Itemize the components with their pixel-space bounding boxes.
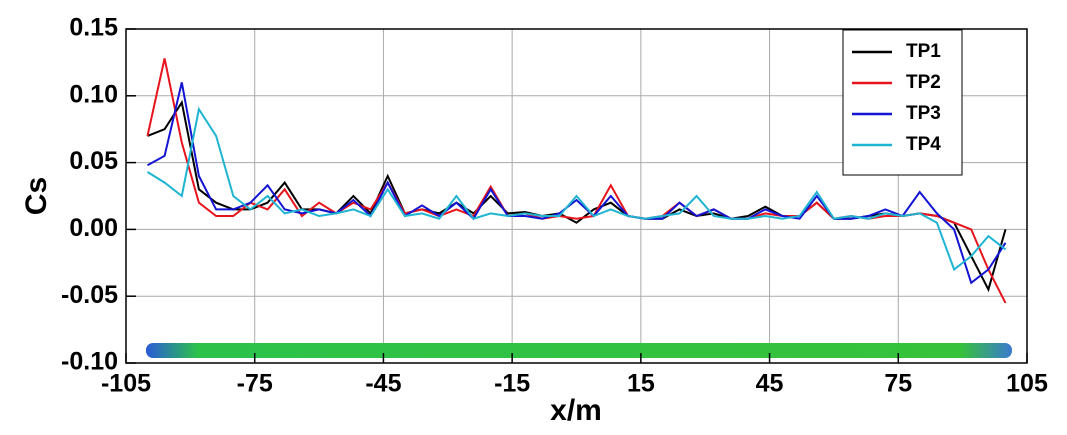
y-tick-label: 0.05 [69,147,118,175]
x-tick-label: -45 [365,370,401,398]
y-tick-label: 0.00 [69,214,118,242]
legend-label: TP1 [906,41,941,62]
x-tick-label: -15 [494,370,530,398]
x-tick-label: 15 [627,370,655,398]
chart: -0.10-0.050.000.050.100.15-105-75-45-151… [0,0,1067,430]
x-axis-label: x/m [550,394,602,427]
y-tick-label: -0.05 [61,281,118,309]
x-tick-label: 45 [756,370,784,398]
y-tick-label: 0.10 [69,80,118,108]
legend-label: TP2 [906,72,941,93]
x-tick-label: -105 [101,370,151,398]
y-tick-label: 0.15 [69,14,118,42]
y-axis-label: Cs [20,177,53,215]
legend-label: TP3 [906,103,941,124]
legend-label: TP4 [906,134,941,155]
x-tick-label: 105 [1006,370,1048,398]
x-tick-label: 75 [884,370,912,398]
train-model [146,343,1012,358]
x-tick-label: -75 [237,370,273,398]
